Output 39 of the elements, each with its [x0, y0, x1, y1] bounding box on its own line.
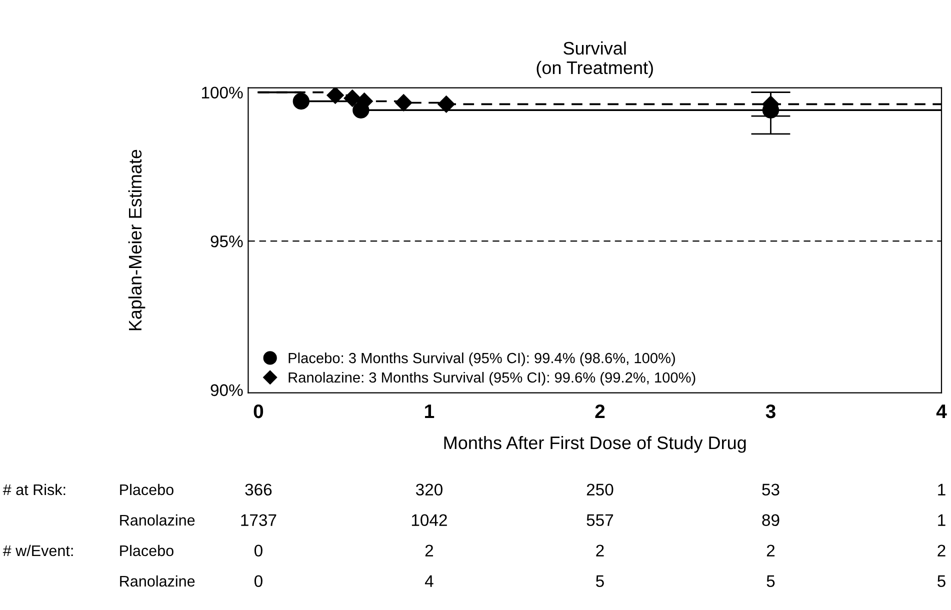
- x-tick-label: 1: [425, 404, 434, 418]
- text: 89: [762, 514, 780, 526]
- text: 1042: [412, 514, 447, 526]
- text: # w/Event:: [2, 544, 73, 556]
- x-tick-label: 4: [936, 404, 947, 418]
- text: Ranolazine: [120, 514, 195, 526]
- text: 5: [938, 575, 946, 588]
- legend-label: Placebo: 3 Months Survival (95% CI): 99.4% (98.6%, 100%): [288, 352, 675, 366]
- chart-title: Survival (on Treatment): [536, 41, 653, 78]
- text: 250: [586, 484, 614, 496]
- text: 1737: [241, 514, 276, 526]
- text: 557: [586, 514, 614, 526]
- x-tick-label: 2: [595, 404, 605, 418]
- text: 0: [254, 575, 262, 588]
- text: Ranolazine: [120, 575, 195, 587]
- text: 5: [596, 575, 604, 588]
- x-axis-title: Months After First Dose of Study Drug: [444, 436, 746, 453]
- y-tick-label: 95%: [210, 235, 243, 248]
- y-axis-title: Kaplan-Meier Estimate: [128, 150, 146, 330]
- legend-label: Ranolazine: 3 Months Survival (95% CI): 99.6% (99.2%, 100%): [288, 372, 696, 386]
- y-tick-label: 100%: [202, 86, 243, 99]
- y-tick-label: 90%: [210, 384, 243, 396]
- x-tick-label: 0: [254, 404, 264, 418]
- x-tick-label: 3: [766, 404, 776, 418]
- text: 2: [425, 544, 434, 556]
- text: 5: [766, 575, 775, 588]
- text: 1: [938, 514, 946, 526]
- text: 366: [245, 484, 272, 496]
- text: 53: [762, 484, 780, 496]
- text: 0: [254, 544, 262, 557]
- text: 2: [938, 544, 946, 556]
- text: 320: [416, 484, 442, 496]
- text: 4: [424, 575, 434, 587]
- text: 2: [766, 544, 775, 556]
- text: # at Risk:: [2, 484, 66, 496]
- text: Placebo: [120, 544, 174, 556]
- text: Placebo: [120, 484, 174, 496]
- text: 2: [596, 544, 604, 556]
- text: 1: [938, 484, 946, 496]
